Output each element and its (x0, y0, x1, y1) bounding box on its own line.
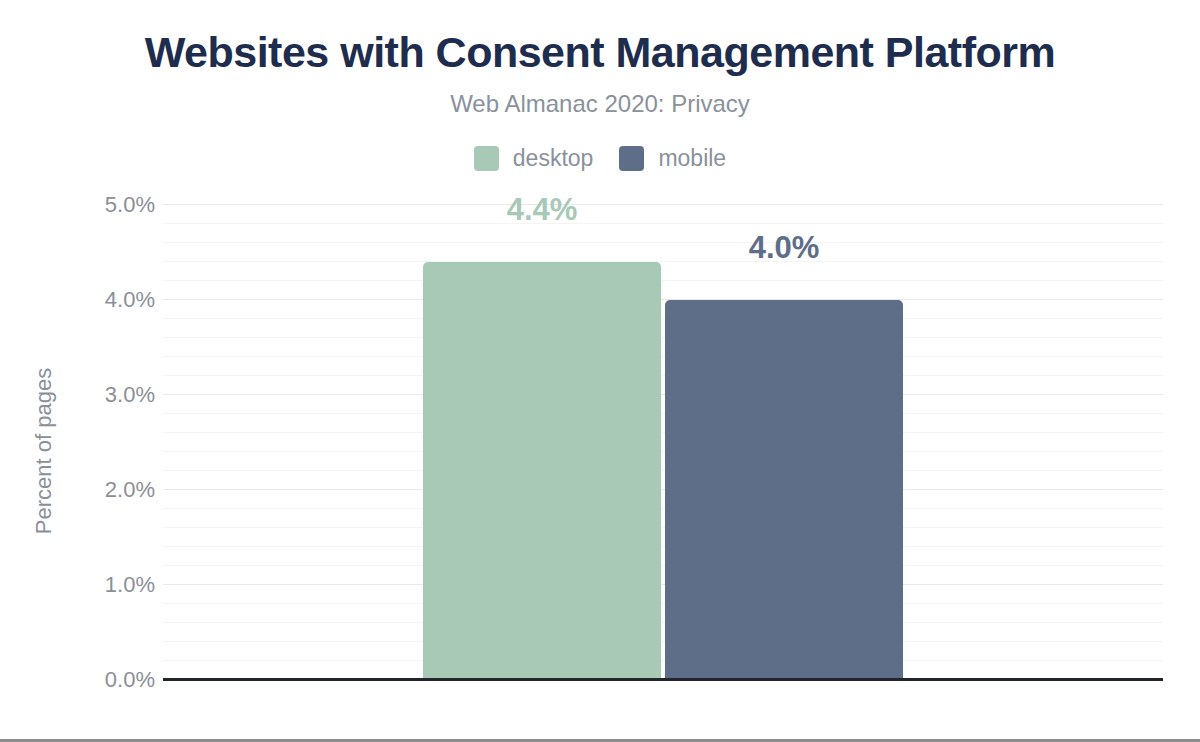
gridline-major (163, 299, 1163, 300)
gridline-minor (163, 641, 1163, 642)
gridline-minor (163, 242, 1163, 243)
y-tick-label: 5.0% (40, 192, 155, 218)
gridline-minor (163, 413, 1163, 414)
gridline-minor (163, 660, 1163, 661)
gridline-minor (163, 223, 1163, 224)
y-tick-label: 4.0% (40, 287, 155, 313)
gridline-minor (163, 356, 1163, 357)
gridline-minor (163, 261, 1163, 262)
y-tick-label: 2.0% (40, 477, 155, 503)
gridline-minor (163, 565, 1163, 566)
gridline-minor (163, 527, 1163, 528)
gridline-major (163, 204, 1163, 205)
y-tick-label: 0.0% (40, 667, 155, 693)
gridline-minor (163, 280, 1163, 281)
chart-figure: Websites with Consent Management Platfor… (0, 0, 1200, 742)
gridline-minor (163, 375, 1163, 376)
gridline-minor (163, 318, 1163, 319)
x-axis-line (163, 678, 1163, 681)
gridline-major (163, 584, 1163, 585)
gridline-minor (163, 451, 1163, 452)
bar-value-label-desktop: 4.4% (462, 192, 622, 228)
gridline-minor (163, 508, 1163, 509)
bar-desktop[interactable] (423, 262, 661, 680)
gridline-minor (163, 546, 1163, 547)
gridline-minor (163, 432, 1163, 433)
gridline-minor (163, 470, 1163, 471)
gridline-minor (163, 622, 1163, 623)
bar-value-label-mobile: 4.0% (704, 230, 864, 266)
gridline-major (163, 489, 1163, 490)
gridline-minor (163, 603, 1163, 604)
y-tick-label: 1.0% (40, 572, 155, 598)
plot-area: 4.4%4.0% (163, 205, 1163, 680)
gridline-minor (163, 337, 1163, 338)
gridline-major (163, 394, 1163, 395)
bar-mobile[interactable] (665, 300, 903, 680)
y-tick-label: 3.0% (40, 382, 155, 408)
